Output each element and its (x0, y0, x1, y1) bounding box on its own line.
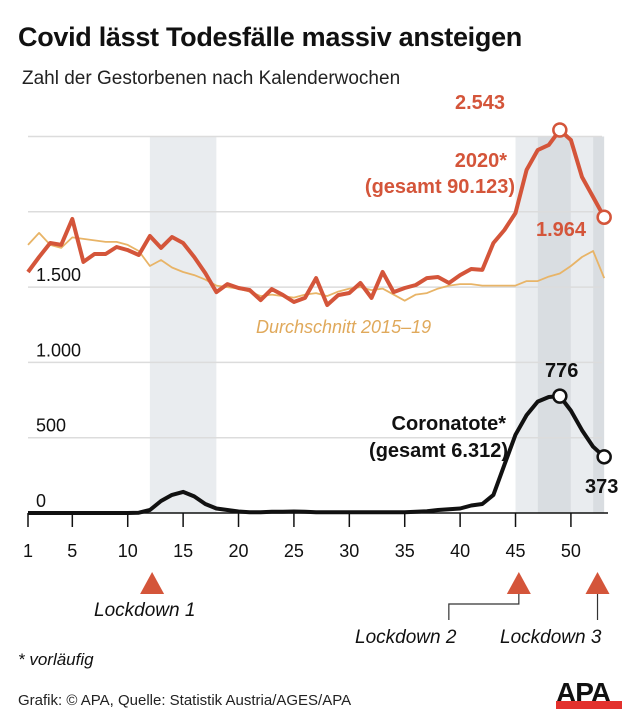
x-tick-label: 45 (506, 541, 526, 561)
x-tick-label: 15 (173, 541, 193, 561)
x-tick-label: 50 (561, 541, 581, 561)
lockdown-shade (149, 136, 217, 513)
series-2020-name: 2020* (454, 150, 507, 172)
covid-line (28, 394, 606, 515)
apa-logo: APA (556, 679, 622, 710)
x-tick-label: 5 (67, 541, 77, 561)
y-tick-label: 1.500 (36, 265, 81, 285)
footnote: * vorläufig (18, 650, 94, 669)
lockdown-arrow-3 (585, 572, 610, 594)
lockdown-arrow-2 (506, 572, 531, 594)
lockdown-shade (593, 136, 605, 513)
x-tick-label: 40 (450, 541, 470, 561)
lockdown-arrow-1 (140, 572, 165, 594)
x-tick-label: 35 (395, 541, 415, 561)
data-point-marker (552, 388, 568, 404)
series-2020-line (26, 128, 606, 307)
lockdown-shade (515, 136, 538, 513)
end-2020-label: 1.964 (536, 219, 587, 241)
covid-series-total: (gesamt 6.312) (369, 440, 508, 462)
chart-subtitle: Zahl der Gestorbenen nach Kalenderwochen (22, 68, 401, 89)
peak-covid-label: 776 (545, 360, 579, 382)
y-tick-label: 500 (36, 416, 66, 436)
x-tick-label: 10 (118, 541, 138, 561)
series-2020-total: (gesamt 90.123) (364, 176, 515, 198)
source-credit: Grafik: © APA, Quelle: Statistik Austria… (18, 692, 352, 709)
peak-2020-label: 2.543 (455, 92, 506, 114)
average-line (27, 232, 606, 302)
average-label: Durchschnitt 2015–19 (256, 317, 432, 337)
end-covid-label: 373 (585, 476, 619, 498)
chart-title: Covid lässt Todesfälle massiv ansteigen (18, 22, 522, 52)
lockdown-shade (537, 136, 571, 513)
data-point-marker (596, 449, 612, 465)
lockdown-2-label: Lockdown 2 (355, 627, 457, 648)
y-tick-label: 0 (36, 491, 46, 511)
apa-logo-bar (556, 701, 622, 709)
y-tick-label: 1.000 (36, 340, 81, 360)
x-tick-label: 1 (23, 541, 33, 561)
x-tick-label: 25 (284, 541, 304, 561)
data-point-marker (552, 122, 568, 138)
data-point-marker (596, 209, 612, 225)
lockdown-2-leader (448, 594, 520, 620)
x-tick-label: 20 (229, 541, 249, 561)
x-tick-label: 30 (339, 541, 359, 561)
covid-series-name: Coronatote* (391, 413, 506, 435)
lockdown-1-label: Lockdown 1 (94, 600, 196, 621)
lockdown-3-label: Lockdown 3 (500, 627, 602, 648)
